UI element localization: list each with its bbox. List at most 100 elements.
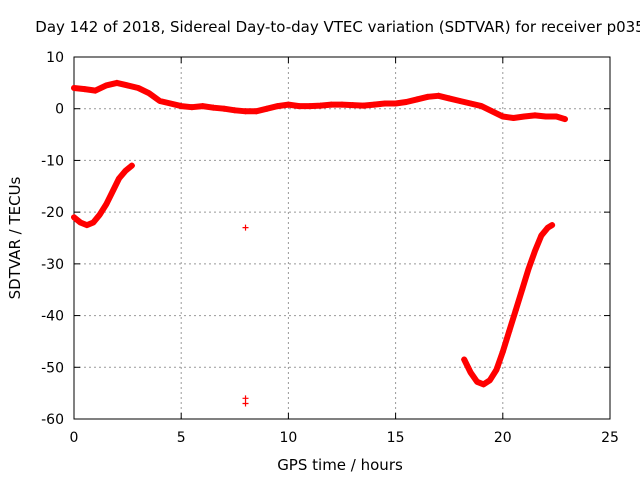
y-tick-label: 0 bbox=[55, 102, 64, 118]
series-band bbox=[71, 162, 135, 229]
data-point bbox=[328, 101, 335, 108]
x-tick-label: 15 bbox=[387, 430, 405, 446]
data-point bbox=[296, 103, 303, 110]
data-point bbox=[461, 356, 468, 363]
data-point bbox=[116, 175, 123, 182]
data-point bbox=[339, 101, 345, 108]
data-point bbox=[285, 101, 292, 108]
data-point bbox=[263, 105, 270, 112]
data-point bbox=[231, 107, 238, 114]
data-point bbox=[122, 167, 129, 174]
data-point bbox=[135, 85, 142, 92]
data-point bbox=[467, 369, 474, 376]
y-tick-label: -40 bbox=[41, 309, 64, 325]
data-point bbox=[542, 113, 549, 120]
data-point bbox=[103, 201, 110, 208]
data-point bbox=[146, 90, 153, 97]
y-tick-label: -20 bbox=[41, 205, 64, 221]
data-point bbox=[506, 328, 513, 335]
data-point bbox=[456, 97, 463, 104]
data-point bbox=[493, 366, 500, 373]
data-point bbox=[549, 222, 556, 229]
data-point bbox=[103, 82, 110, 89]
data-point bbox=[71, 214, 77, 221]
plot-frame bbox=[73, 56, 611, 420]
data-point bbox=[210, 104, 217, 111]
grid-lines bbox=[74, 57, 610, 419]
data-point bbox=[188, 104, 195, 111]
data-point bbox=[381, 100, 388, 107]
y-axis-label: SDTVAR / TECUs bbox=[6, 176, 24, 299]
data-point bbox=[392, 100, 399, 107]
data-point bbox=[90, 219, 97, 226]
data-point bbox=[109, 188, 116, 195]
data-point bbox=[349, 102, 356, 109]
data-point bbox=[167, 100, 174, 107]
data-point bbox=[77, 219, 84, 226]
data-point bbox=[403, 98, 410, 105]
data-point bbox=[178, 103, 185, 110]
data-point bbox=[242, 224, 249, 231]
data-point bbox=[156, 97, 163, 104]
data-point bbox=[521, 113, 528, 120]
data-point bbox=[474, 378, 481, 385]
data-point bbox=[317, 102, 324, 109]
data-point bbox=[561, 116, 568, 123]
data-point bbox=[128, 162, 135, 169]
data-point bbox=[480, 381, 487, 388]
data-point bbox=[242, 108, 249, 115]
data-point bbox=[360, 102, 367, 109]
x-tick-label: 5 bbox=[177, 430, 186, 446]
x-tick-label: 10 bbox=[279, 430, 297, 446]
data-point bbox=[538, 232, 545, 239]
y-tick-label: -50 bbox=[41, 360, 64, 376]
data-point bbox=[499, 348, 506, 355]
data-point bbox=[544, 224, 551, 231]
data-point bbox=[274, 103, 281, 110]
data-point bbox=[478, 103, 485, 110]
data-point bbox=[221, 105, 228, 112]
data-point bbox=[92, 87, 99, 94]
data-point bbox=[531, 247, 538, 254]
data-point bbox=[306, 103, 313, 110]
x-axis-label: GPS time / hours bbox=[277, 456, 403, 474]
data-point bbox=[371, 101, 378, 108]
data-marks bbox=[71, 79, 568, 407]
y-tick-label: -60 bbox=[41, 412, 64, 428]
data-point bbox=[424, 93, 431, 100]
data-point bbox=[435, 92, 442, 99]
data-point bbox=[242, 400, 249, 407]
data-point bbox=[467, 100, 474, 107]
chart-title: Day 142 of 2018, Sidereal Day-to-day VTE… bbox=[35, 18, 640, 36]
data-point bbox=[512, 307, 519, 314]
data-point bbox=[199, 103, 206, 110]
data-point bbox=[531, 112, 538, 119]
data-point bbox=[553, 113, 560, 120]
y-tick-label: -30 bbox=[41, 257, 64, 273]
data-point bbox=[525, 266, 532, 273]
data-point bbox=[124, 82, 131, 89]
data-point bbox=[242, 395, 249, 402]
data-point bbox=[81, 86, 88, 93]
data-point bbox=[71, 85, 77, 92]
axis-ticks: 0 5 10 15 20 25 10 0 -10 -20 -30 -40 -50 -60 bbox=[41, 50, 619, 446]
data-point bbox=[253, 108, 260, 115]
data-point bbox=[414, 96, 421, 103]
data-point bbox=[486, 377, 493, 384]
data-point bbox=[446, 95, 453, 102]
data-point bbox=[499, 113, 506, 120]
series-band bbox=[71, 79, 568, 123]
x-tick-label: 25 bbox=[601, 430, 619, 446]
x-tick-label: 20 bbox=[494, 430, 512, 446]
y-tick-label: 10 bbox=[46, 50, 64, 66]
series-band bbox=[461, 222, 556, 388]
data-point bbox=[519, 286, 526, 293]
data-point bbox=[83, 222, 90, 229]
y-tick-label: -10 bbox=[41, 153, 64, 169]
data-point bbox=[113, 79, 120, 86]
data-point bbox=[96, 211, 103, 218]
data-point bbox=[489, 108, 496, 115]
data-point bbox=[510, 115, 517, 122]
x-tick-label: 0 bbox=[70, 430, 79, 446]
